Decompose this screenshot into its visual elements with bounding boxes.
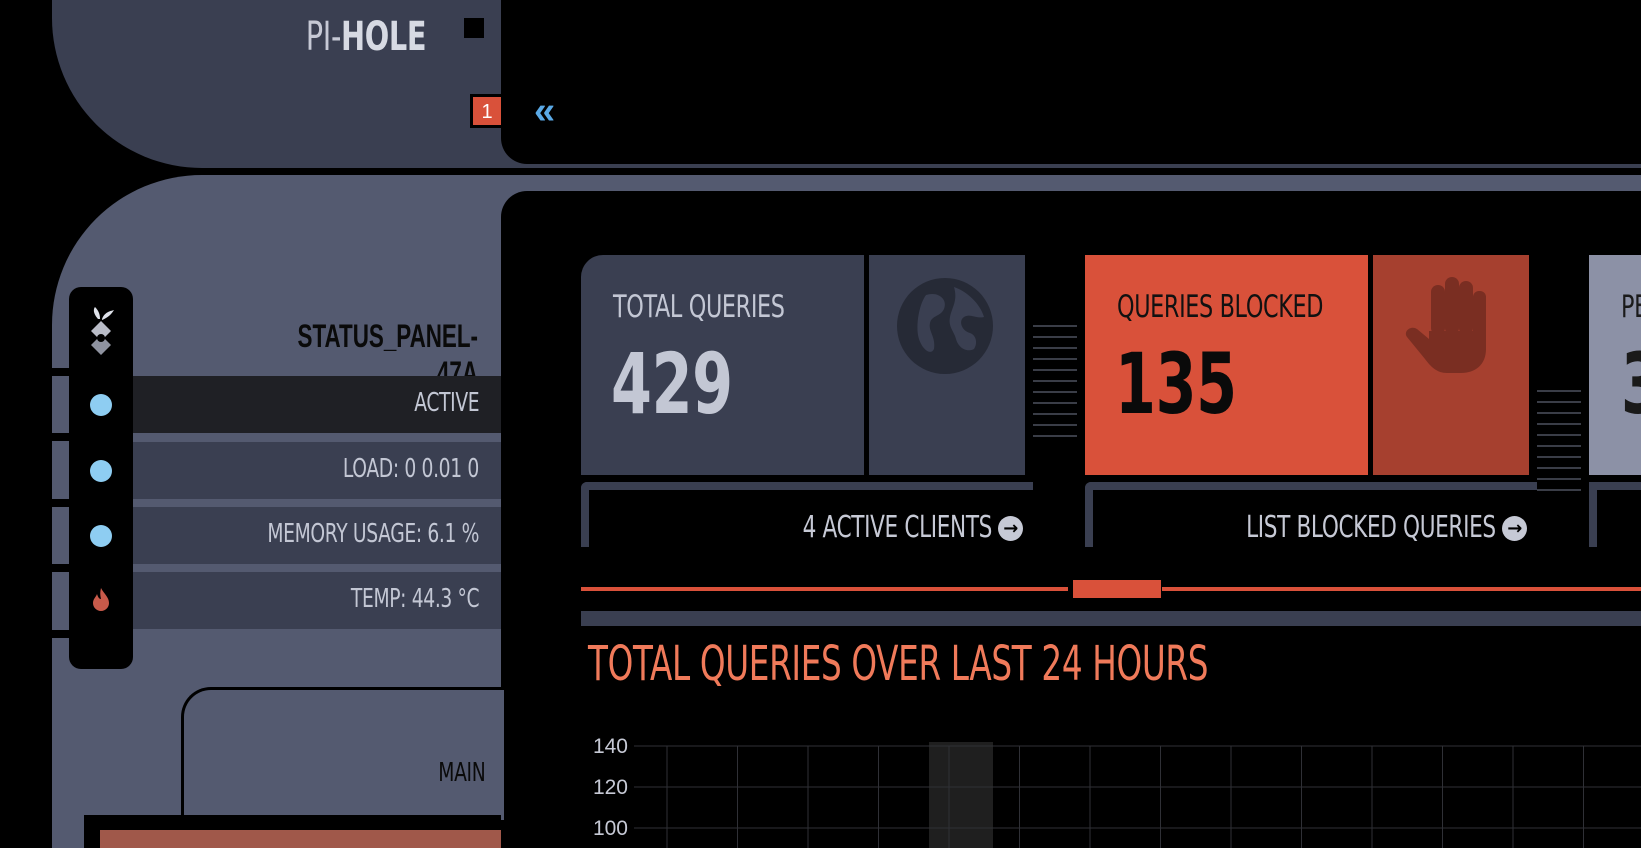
rail-divider xyxy=(52,499,69,507)
stat-card-percent-blocked: PE 3 xyxy=(1589,255,1641,475)
y-tick-label: 100 xyxy=(593,817,628,840)
queries-chart[interactable]: 140 120 100 xyxy=(570,730,1641,848)
status-row-active: ACTIVE xyxy=(133,376,501,433)
menu-item-main[interactable]: MAIN xyxy=(437,758,485,788)
stat-title: PE xyxy=(1621,289,1641,325)
y-tick-label: 120 xyxy=(593,776,628,799)
status-dot-icon xyxy=(90,394,112,416)
status-row-temp: TEMP: 44.3 °C xyxy=(133,572,501,629)
decorative-ticks xyxy=(1033,325,1077,446)
arrow-right-circle-icon: → xyxy=(998,516,1023,541)
arrow-right-circle-icon: → xyxy=(1502,516,1527,541)
rail-divider xyxy=(52,368,69,376)
flame-icon xyxy=(90,586,112,618)
double-chevron-left-icon[interactable]: « xyxy=(534,90,556,132)
hand-icon xyxy=(1405,277,1486,373)
stat-value: 429 xyxy=(611,335,733,433)
stat-card-total-queries: TOTAL QUERIES 429 xyxy=(581,255,864,475)
brand-logo-text[interactable]: PI-HOLE xyxy=(305,14,427,60)
stat-value: 135 xyxy=(1115,335,1237,433)
rail-divider xyxy=(52,630,69,638)
chart-hover-highlight xyxy=(929,742,993,848)
menu-item-active-bar[interactable] xyxy=(100,830,501,848)
stat-card-footer xyxy=(1589,482,1641,547)
pihole-logo-icon xyxy=(91,307,114,355)
active-clients-link[interactable]: 4 ACTIVE CLIENTS → xyxy=(729,510,1023,545)
chart-title: TOTAL QUERIES OVER LAST 24 HOURS xyxy=(588,636,1209,692)
brand-square-icon xyxy=(464,18,484,38)
stat-title: QUERIES BLOCKED xyxy=(1117,289,1324,325)
rail-divider xyxy=(52,433,69,441)
section-band xyxy=(581,611,1641,626)
status-dot-icon xyxy=(90,460,112,482)
list-blocked-queries-link[interactable]: LIST BLOCKED QUERIES → xyxy=(1149,510,1527,545)
stat-value: 3 xyxy=(1621,335,1641,433)
rail-divider xyxy=(52,564,69,572)
stat-card-icon-panel xyxy=(1373,255,1529,475)
status-dot-icon xyxy=(90,525,112,547)
decorative-ticks xyxy=(1537,390,1581,500)
stat-card-footer: 4 ACTIVE CLIENTS → xyxy=(581,482,1033,547)
header-content-area xyxy=(501,0,1641,164)
status-row-load: LOAD: 0 0.01 0 xyxy=(133,442,501,499)
notification-count: 1 xyxy=(473,97,501,125)
stat-card-footer: LIST BLOCKED QUERIES → xyxy=(1085,482,1537,547)
notification-badge[interactable]: 1 xyxy=(470,94,502,128)
stat-card-icon-panel xyxy=(869,255,1025,475)
stat-title: TOTAL QUERIES xyxy=(613,289,785,325)
stat-card-queries-blocked: QUERIES BLOCKED 135 xyxy=(1085,255,1368,475)
globe-icon xyxy=(897,278,993,374)
divider-accent-block xyxy=(1073,580,1161,598)
menu-section-frame xyxy=(181,687,504,823)
y-tick-label: 140 xyxy=(593,735,628,758)
status-row-memory: MEMORY USAGE: 6.1 % xyxy=(133,507,501,564)
